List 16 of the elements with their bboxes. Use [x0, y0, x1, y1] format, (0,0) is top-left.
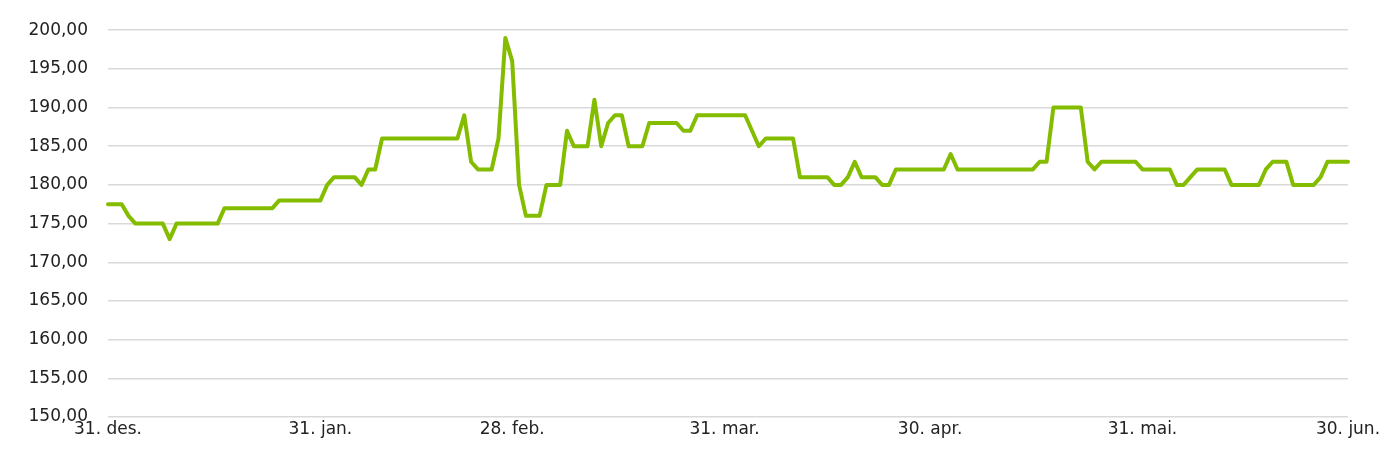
y-tick-label: 160,00: [28, 328, 88, 349]
x-tick-label: 31. mar.: [689, 417, 760, 438]
y-tick-label: 185,00: [28, 134, 88, 155]
x-tick-label: 31. mai.: [1107, 417, 1178, 438]
x-tick-label: 30. jun.: [1315, 417, 1381, 438]
y-tick-label: 195,00: [28, 57, 88, 78]
x-tick-label: 28. feb.: [479, 417, 545, 438]
y-tick-label: 155,00: [28, 366, 88, 387]
y-tick-label: 200,00: [28, 18, 88, 39]
y-tick-label: 180,00: [28, 173, 88, 194]
x-tick-label: 30. apr.: [897, 417, 963, 438]
y-tick-label: 190,00: [28, 95, 88, 116]
y-tick-label: 170,00: [28, 250, 88, 271]
y-tick-label: 165,00: [28, 289, 88, 310]
x-tick-label: 31. jan.: [288, 417, 353, 438]
y-tick-label: 175,00: [28, 212, 88, 233]
